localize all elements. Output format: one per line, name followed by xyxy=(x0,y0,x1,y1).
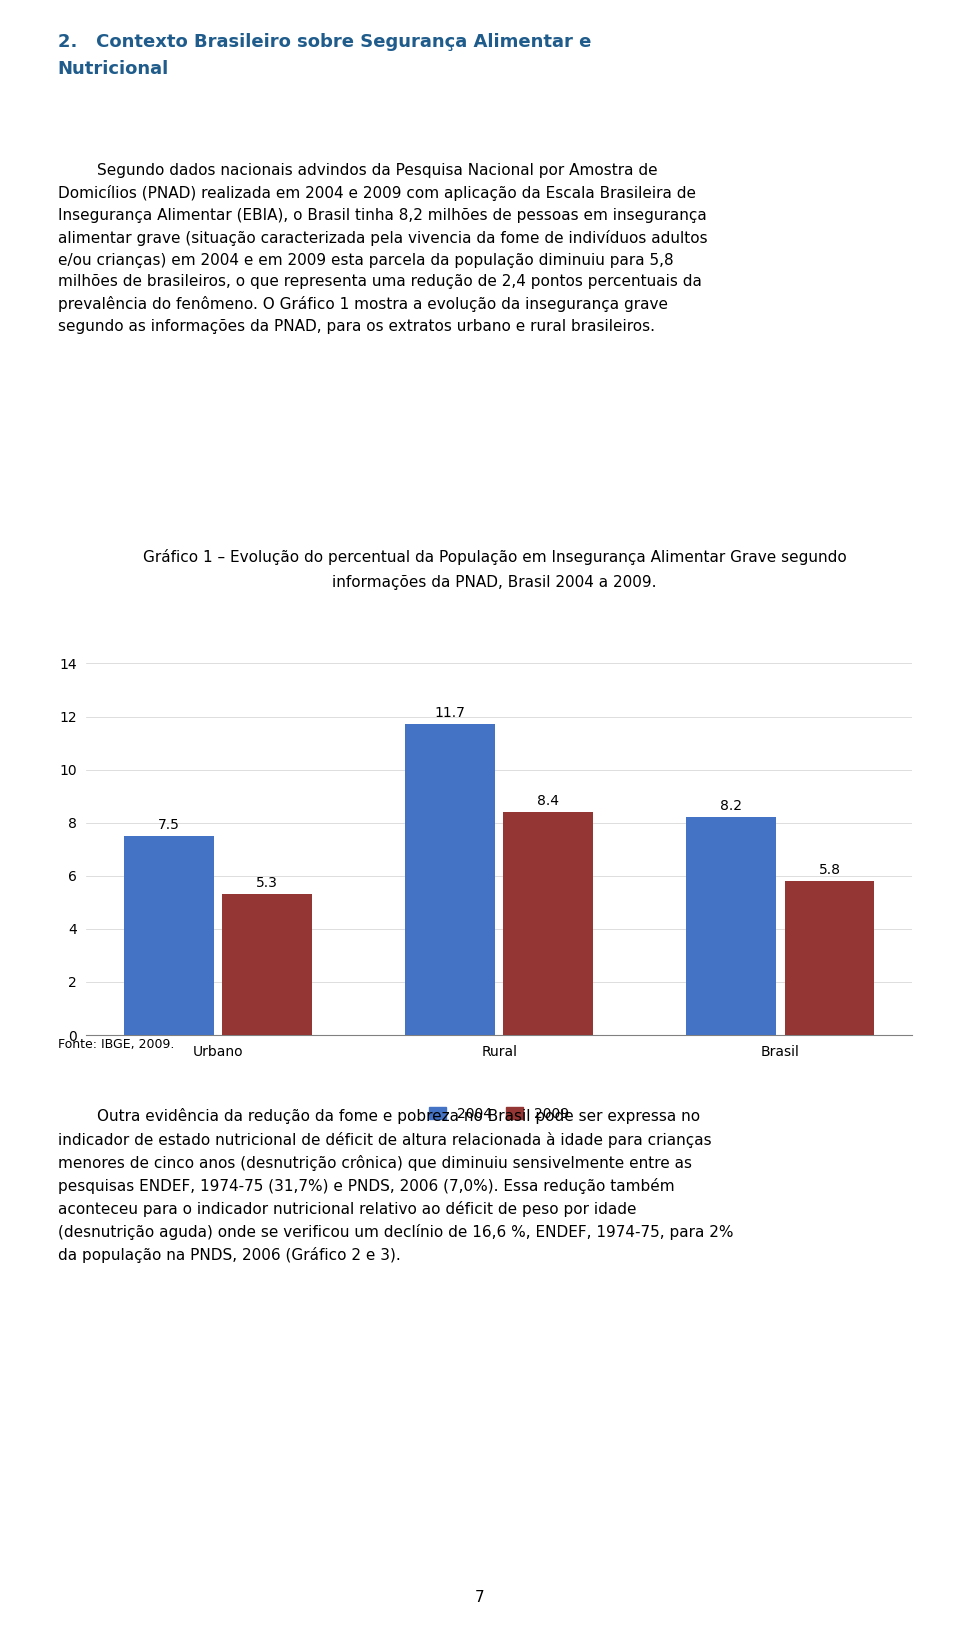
Bar xyxy=(686,817,776,1035)
Text: 7: 7 xyxy=(475,1589,485,1606)
Bar xyxy=(503,812,593,1035)
Bar xyxy=(405,724,495,1035)
Text: Outra evidência da redução da fome e pobreza no Brasil pode ser expressa no
indi: Outra evidência da redução da fome e pob… xyxy=(58,1108,733,1263)
Bar xyxy=(223,895,312,1035)
Legend: 2004, 2009: 2004, 2009 xyxy=(424,1102,574,1126)
Bar xyxy=(124,836,214,1035)
Text: 5.3: 5.3 xyxy=(256,877,278,890)
Text: 11.7: 11.7 xyxy=(435,706,466,720)
Text: Segundo dados nacionais advindos da Pesquisa Nacional por Amostra de
Domicílios : Segundo dados nacionais advindos da Pesq… xyxy=(58,163,708,334)
Text: 2.   Contexto Brasileiro sobre Segurança Alimentar e
Nutricional: 2. Contexto Brasileiro sobre Segurança A… xyxy=(58,33,591,78)
Text: 8.4: 8.4 xyxy=(538,794,560,808)
Text: 5.8: 5.8 xyxy=(819,864,841,877)
Text: 7.5: 7.5 xyxy=(158,818,180,831)
Text: 8.2: 8.2 xyxy=(720,799,742,813)
Text: Gráfico 1 – Evolução do percentual da População em Insegurança Alimentar Grave s: Gráfico 1 – Evolução do percentual da Po… xyxy=(142,549,847,590)
Text: Fonte: IBGE, 2009.: Fonte: IBGE, 2009. xyxy=(58,1038,174,1051)
Bar xyxy=(784,882,875,1035)
